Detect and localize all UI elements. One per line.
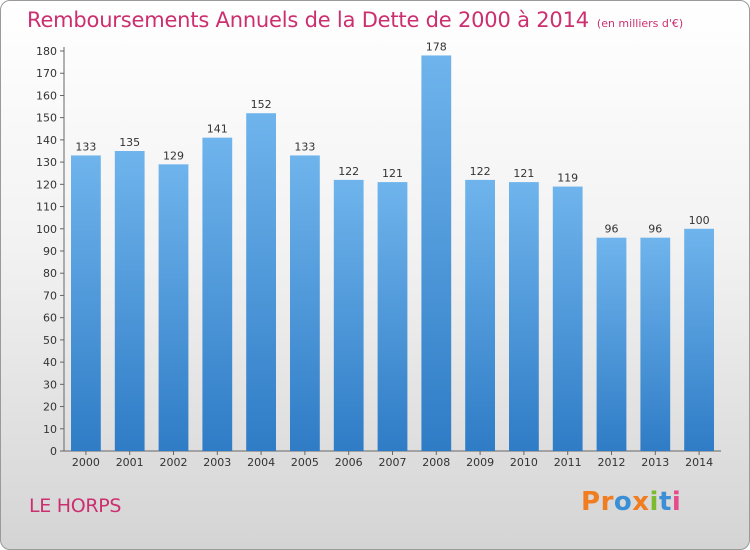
y-tick-label: 10	[43, 423, 57, 436]
bar-value-label: 119	[557, 172, 578, 185]
x-tick-label: 2014	[685, 456, 713, 469]
x-tick-label: 2001	[116, 456, 144, 469]
bar	[684, 228, 714, 451]
y-tick-label: 90	[43, 245, 57, 258]
x-tick-label: 2012	[598, 456, 626, 469]
logo-letter: r	[600, 487, 614, 517]
bar-value-label: 129	[163, 149, 184, 162]
y-tick-label: 70	[43, 289, 57, 302]
bar	[465, 179, 495, 451]
bar-value-label: 121	[382, 167, 403, 180]
commune-name: LE HORPS	[29, 495, 122, 517]
bar	[377, 182, 408, 451]
logo-letter: i	[649, 487, 659, 517]
bar-value-label: 122	[338, 165, 359, 178]
x-tick-label: 2008	[422, 456, 450, 469]
y-tick-label: 150	[36, 112, 57, 125]
bar	[552, 186, 583, 452]
bar-value-label: 121	[513, 167, 534, 180]
x-tick-label: 2013	[641, 456, 669, 469]
y-tick-label: 20	[43, 401, 57, 414]
y-tick-label: 180	[36, 45, 57, 58]
x-tick-label: 2003	[203, 456, 231, 469]
bar	[158, 164, 189, 452]
bar-value-label: 141	[207, 123, 228, 136]
x-tick-label: 2000	[72, 456, 100, 469]
y-tick-label: 170	[36, 67, 57, 80]
bar	[596, 237, 627, 451]
x-tick-label: 2010	[510, 456, 538, 469]
x-tick-label: 2006	[335, 456, 363, 469]
x-tick-label: 2002	[160, 456, 188, 469]
y-tick-label: 110	[36, 201, 57, 214]
y-tick-label: 50	[43, 334, 57, 347]
y-tick-label: 100	[36, 223, 57, 236]
bar	[290, 155, 320, 451]
chart-title-block: Remboursements Annuels de la Dette de 20…	[27, 8, 683, 32]
chart-unit: (en milliers d'€)	[596, 17, 684, 30]
y-tick-label: 160	[36, 89, 57, 102]
x-tick-label: 2007	[379, 456, 407, 469]
bar	[246, 113, 276, 451]
bar	[333, 179, 364, 451]
bar	[71, 155, 101, 451]
logo-letter: P	[581, 487, 601, 517]
bar	[202, 137, 233, 451]
y-tick-label: 30	[43, 378, 57, 391]
bar-value-label: 96	[648, 223, 662, 236]
logo-letter: x	[632, 487, 650, 517]
y-tick-label: 40	[43, 356, 57, 369]
bar-value-label: 122	[470, 165, 491, 178]
chart-title: Remboursements Annuels de la Dette de 20…	[27, 8, 589, 32]
x-tick-label: 2004	[247, 456, 275, 469]
logo-letter: o	[613, 487, 633, 517]
y-tick-label: 140	[36, 134, 57, 147]
y-tick-label: 120	[36, 178, 57, 191]
bar	[421, 55, 452, 451]
x-tick-label: 2009	[466, 456, 494, 469]
bar-value-label: 178	[426, 40, 447, 53]
bar-value-label: 133	[75, 140, 96, 153]
logo-letter: t	[658, 487, 672, 517]
y-tick-label: 80	[43, 267, 57, 280]
bar-value-label: 135	[119, 136, 140, 149]
x-tick-label: 2005	[291, 456, 319, 469]
y-tick-label: 60	[43, 312, 57, 325]
logo-letter: i	[671, 487, 682, 517]
bar	[114, 151, 145, 451]
y-tick-label: 0	[50, 445, 57, 458]
x-tick-label: 2011	[554, 456, 582, 469]
bar-value-label: 152	[251, 98, 272, 111]
bar	[509, 182, 539, 451]
bar-value-label: 96	[605, 223, 619, 236]
bar-value-label: 133	[294, 140, 315, 153]
bar-value-label: 100	[689, 214, 710, 227]
bar	[640, 237, 671, 451]
proxiti-logo: Proxiti	[581, 487, 681, 517]
y-tick-label: 130	[36, 156, 57, 169]
